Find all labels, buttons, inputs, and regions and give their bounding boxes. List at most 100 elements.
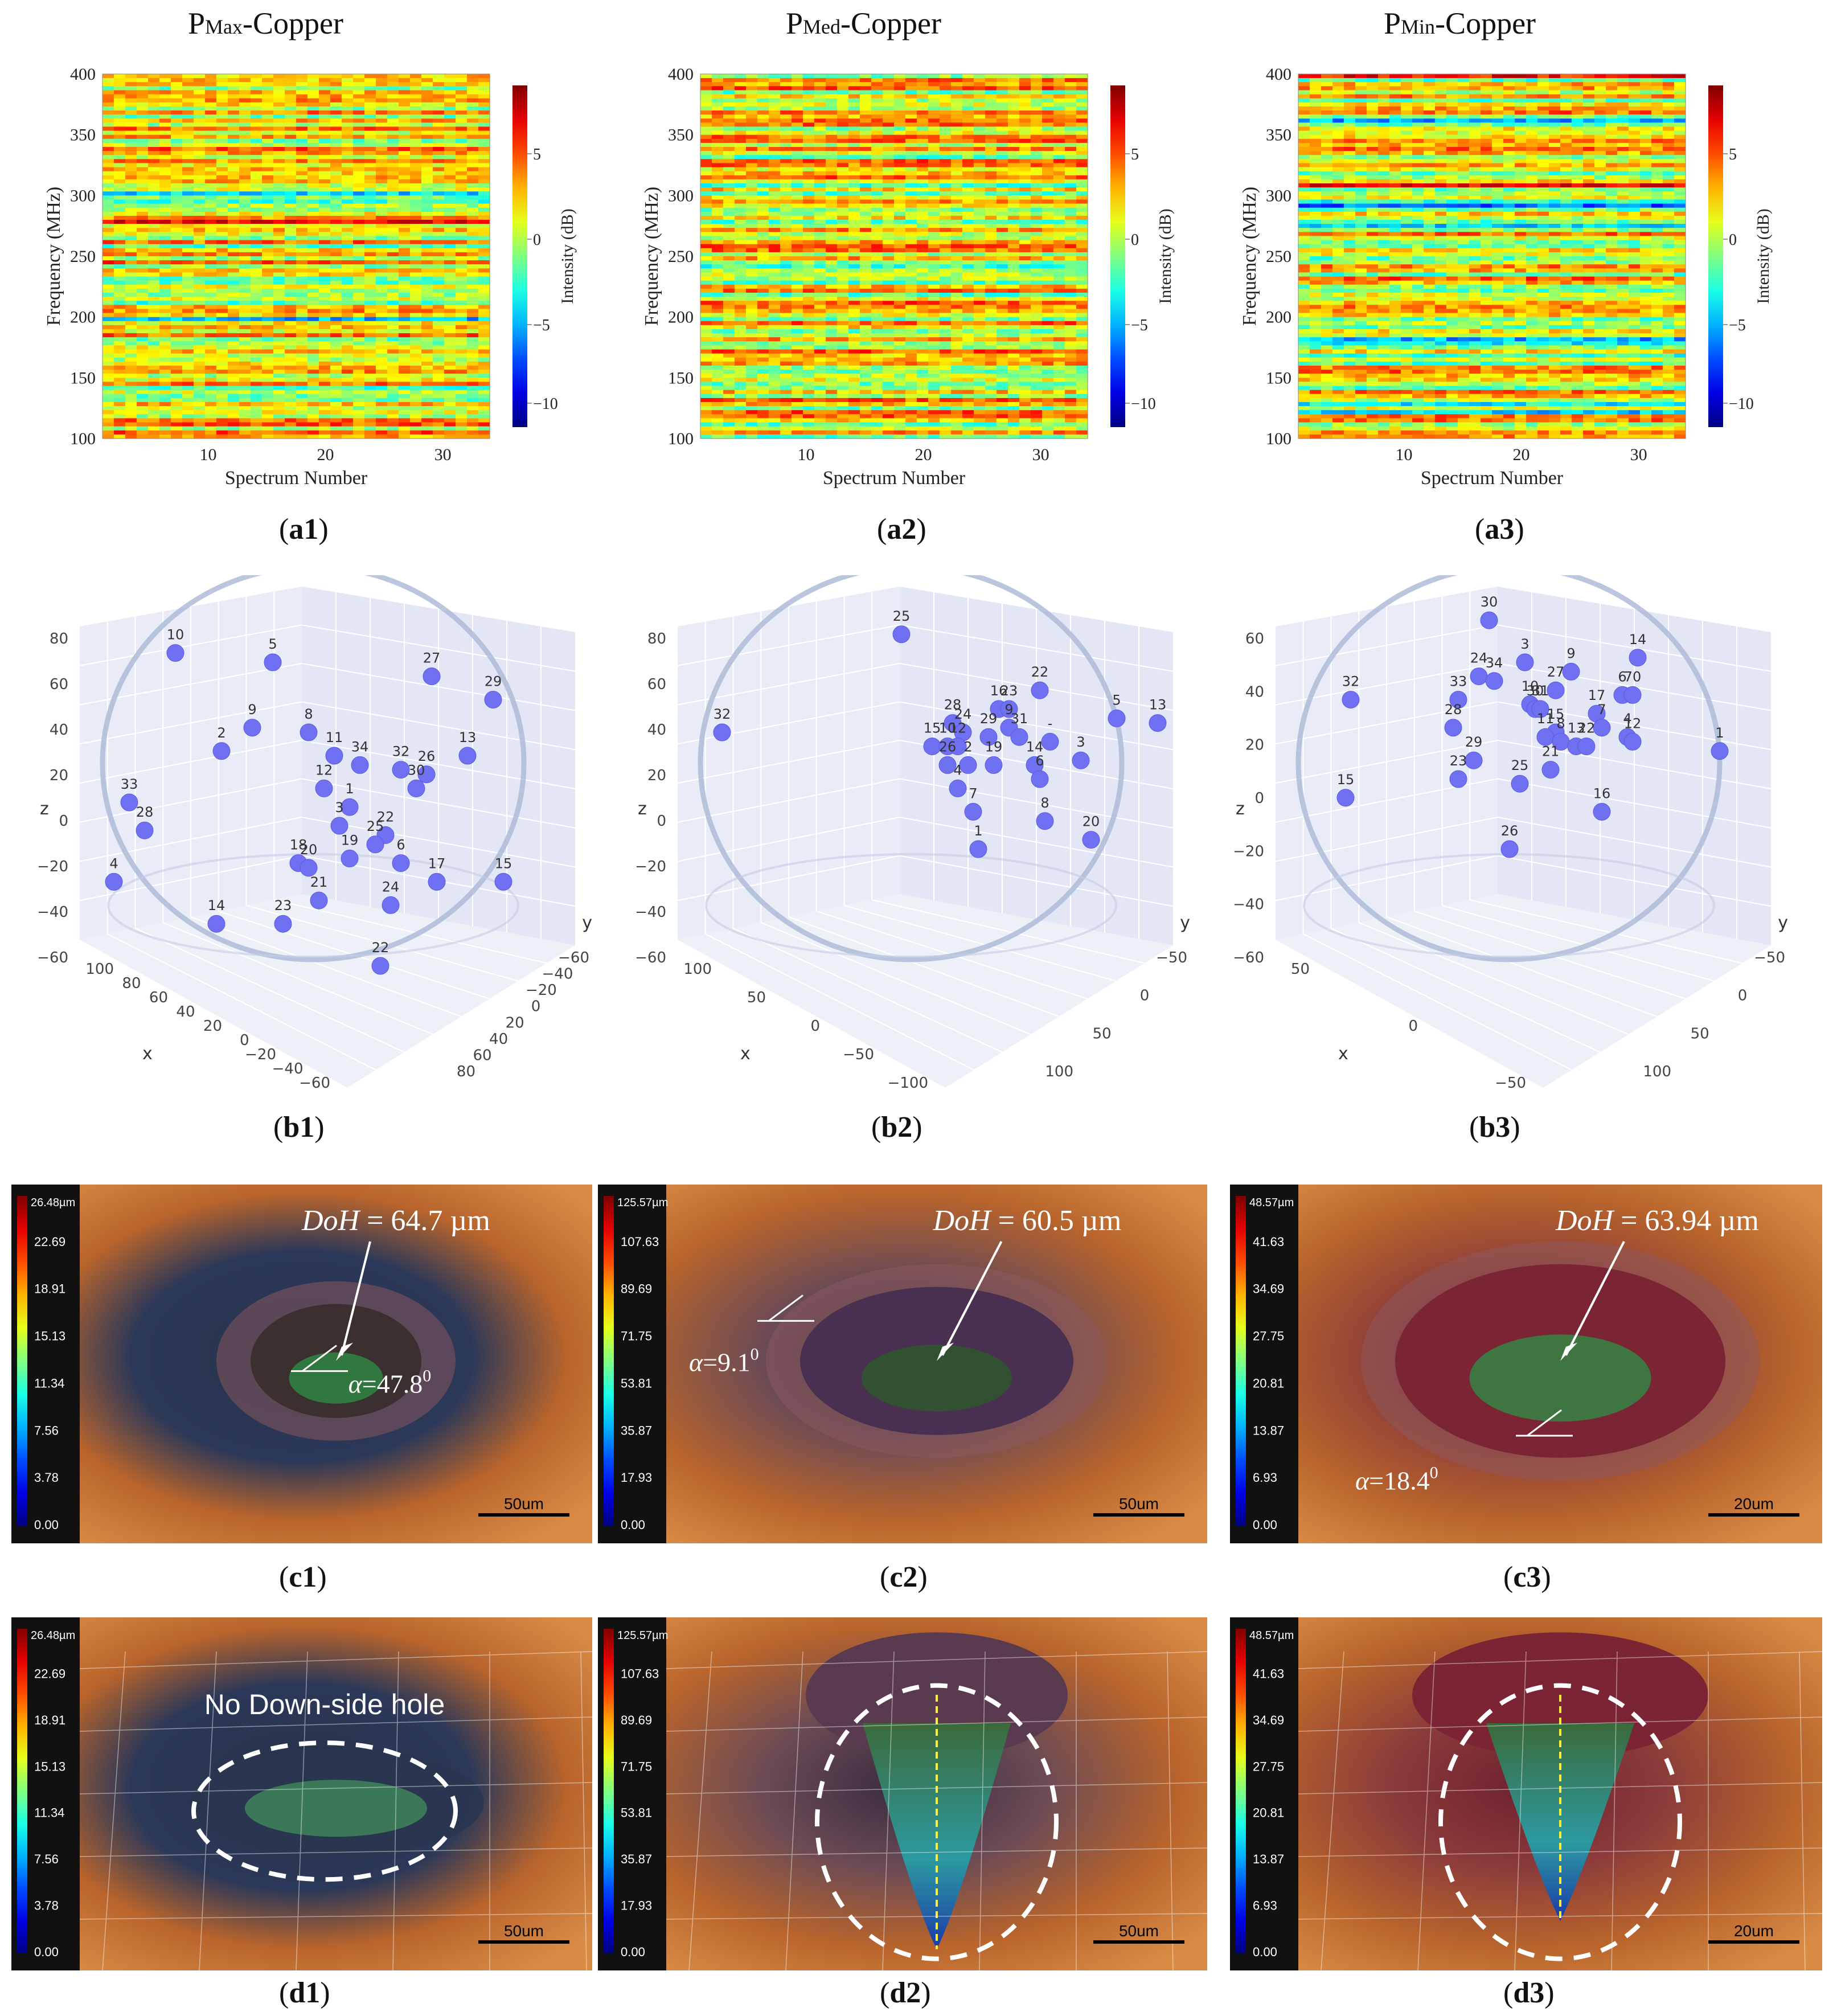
- point-label: 19: [985, 739, 1003, 755]
- point-label: 18: [290, 837, 307, 853]
- scatter-point: [949, 737, 967, 756]
- scale-tick-label: 3.78: [34, 1899, 59, 1913]
- caption-id: c3: [1513, 1561, 1541, 1593]
- point-label: 16: [990, 683, 1008, 699]
- point-label: 7: [1597, 702, 1606, 718]
- scatter-point: [300, 859, 318, 877]
- colorbar: [1110, 85, 1125, 427]
- y-axis-label: y: [1180, 913, 1190, 933]
- point-label: 33: [1450, 674, 1467, 690]
- scatter-point: [1000, 700, 1018, 718]
- y-tick-label: 200: [668, 308, 694, 327]
- scatter-point: [300, 723, 318, 741]
- scatter-point: [458, 747, 477, 765]
- micrograph-c1: 26.48µm 22.69 18.91 15.13 11.34 7.56 3.78 0.00 D…: [11, 1185, 592, 1543]
- y-tick-label: 150: [668, 368, 694, 387]
- y-tick-label: 50: [1093, 1025, 1112, 1042]
- y-tick-label: −20: [526, 982, 557, 999]
- depth-colorbar: [604, 1196, 614, 1526]
- y-tick-label: 200: [70, 308, 96, 327]
- z-tick-label: 80: [647, 630, 666, 648]
- scatter-point: [1531, 700, 1549, 718]
- point-label: 29: [485, 674, 502, 690]
- scatter-point: [1465, 751, 1483, 769]
- scatter-point: [1031, 770, 1049, 788]
- scatter-point: [1108, 709, 1126, 727]
- y-tick-label: 0: [531, 998, 541, 1015]
- scatter-point: [1480, 611, 1498, 629]
- scatter-point: [892, 625, 911, 644]
- scatter-point: [366, 835, 384, 854]
- scale-tick-label: 6.93: [1253, 1470, 1277, 1485]
- scale-tick-label: 35.87: [621, 1423, 652, 1437]
- scale-tick-label: 89.69: [621, 1282, 652, 1296]
- y-tick-label: 300: [1266, 186, 1291, 205]
- point-label: 10: [939, 720, 957, 736]
- x-tick-label: 30: [1630, 445, 1647, 464]
- z-tick-label: 60: [1245, 630, 1264, 648]
- x-axis-label: Spectrum Number: [1421, 468, 1564, 489]
- caption-id: b3: [1479, 1111, 1511, 1144]
- z-tick-label: 40: [1245, 683, 1264, 700]
- x-axis-label: x: [740, 1044, 751, 1064]
- y-tick-label: 400: [1266, 65, 1291, 84]
- point-label: 26: [1501, 823, 1519, 839]
- panel-caption: (b2): [871, 1111, 922, 1144]
- scale-max-label: 26.48µm: [31, 1629, 75, 1642]
- scatter-point: [325, 747, 343, 765]
- scatter-point: [341, 798, 359, 816]
- point-label: 30: [408, 762, 425, 778]
- colorbar-tick-label: 5: [1131, 146, 1139, 163]
- scatter-point: [1547, 681, 1565, 699]
- point-label: 30: [1527, 683, 1544, 699]
- scale-bar-label: 50um: [1119, 1495, 1159, 1513]
- z-tick-label: 0: [59, 813, 68, 830]
- y-tick-label: 250: [70, 247, 96, 266]
- scatter-point: [1444, 719, 1462, 737]
- scale-tick-label: 17.93: [621, 1899, 652, 1913]
- z-tick-label: −60: [37, 949, 68, 966]
- scatter-point: [1541, 761, 1560, 779]
- scale-tick-label: 0.00: [621, 1518, 645, 1532]
- point-label: 30: [1481, 594, 1498, 610]
- x-tick-label: 30: [1032, 445, 1049, 464]
- point-label: 12: [949, 720, 967, 736]
- colorbar: [512, 85, 527, 427]
- y-tick-label: 100: [1045, 1063, 1073, 1080]
- y-tick-label: 350: [668, 126, 694, 145]
- x-tick-label: 100: [85, 961, 114, 978]
- y-tick-label: −40: [542, 966, 573, 983]
- heatmap-a2: 100 150 200 250 300 350 400 10 20 30 Spectrum Numb…: [641, 65, 1175, 489]
- point-label: 25: [1511, 757, 1529, 773]
- point-label: 10: [167, 627, 184, 643]
- scatter-point: [371, 957, 389, 975]
- point-label: 22: [1031, 664, 1049, 680]
- panel-caption: (a1): [279, 513, 329, 546]
- z-tick-label: −20: [37, 858, 68, 875]
- scale-tick-label: 41.63: [1253, 1666, 1284, 1681]
- z-tick-label: 40: [647, 722, 666, 739]
- point-label: 1: [974, 823, 982, 839]
- z-tick-label: 20: [1245, 737, 1264, 754]
- scatter-point: [1485, 672, 1503, 690]
- scale-tick-label: 27.75: [1253, 1329, 1284, 1343]
- scatter-point: [1072, 751, 1090, 769]
- scale-tick-label: 71.75: [621, 1759, 652, 1773]
- scale-max-label: 125.57µm: [617, 1197, 668, 1209]
- x-axis-label: Spectrum Number: [823, 468, 966, 489]
- x-tick-label: 20: [203, 1018, 222, 1035]
- scatter-point: [315, 779, 333, 797]
- x-tick-label: −40: [272, 1060, 304, 1077]
- y-tick-label: 150: [1266, 368, 1291, 387]
- scatter-point: [1711, 742, 1729, 760]
- point-label: 4: [953, 762, 962, 778]
- scale-max-label: 26.48µm: [31, 1197, 75, 1209]
- scatter-point: [484, 691, 502, 709]
- panel-caption: (b1): [273, 1111, 325, 1144]
- point-label: 17: [1588, 687, 1606, 703]
- point-label: 4: [109, 855, 118, 871]
- scatter-point: [330, 817, 348, 835]
- highlight-circle: [1438, 1683, 1682, 1961]
- x-tick-label: 20: [317, 445, 334, 464]
